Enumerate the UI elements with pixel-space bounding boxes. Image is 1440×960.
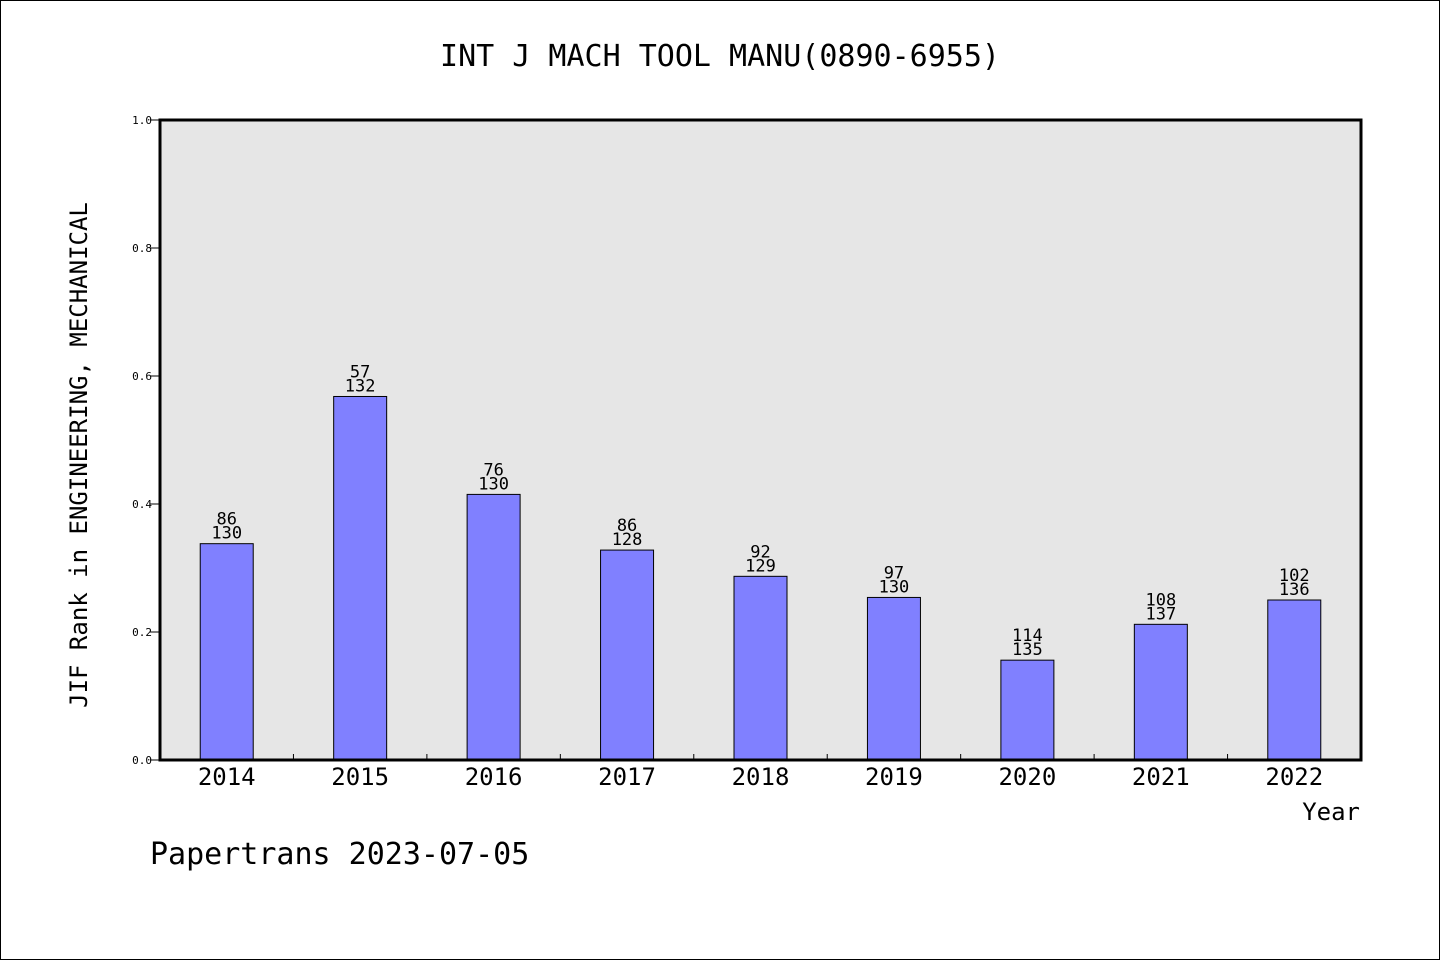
bar-2015 <box>333 395 388 761</box>
y-tick-label: 0.4 <box>132 498 152 511</box>
bar-rank-label: 108 <box>1145 590 1176 610</box>
bar-total-label: 129 <box>745 556 776 576</box>
x-tick-label: 2016 <box>465 763 523 791</box>
bar-total-label: 137 <box>1145 604 1176 624</box>
bar-rank-label: 86 <box>216 510 236 530</box>
x-tick-label: 2022 <box>1265 763 1323 791</box>
y-tick-label: 1.0 <box>132 114 152 127</box>
x-tick-label: 2018 <box>732 763 790 791</box>
bar-2018 <box>733 575 788 761</box>
y-axis: 0.0 0.2 0.4 0.6 0.8 1.0 <box>132 114 160 767</box>
bar-rank-label: 76 <box>483 460 503 480</box>
y-axis-title: JIF Rank in ENGINEERING, MECHANICAL <box>65 202 93 708</box>
x-tick-label: 2017 <box>598 763 656 791</box>
bar-total-label: 136 <box>1279 580 1310 600</box>
x-tick-label: 2014 <box>198 763 256 791</box>
x-axis-title: Year <box>1302 798 1360 826</box>
bar-total-label: 128 <box>612 530 643 550</box>
bar-2016 <box>466 493 521 761</box>
footer-credit: Papertrans 2023-07-05 <box>150 837 529 872</box>
bar-rank-label: 114 <box>1012 626 1043 646</box>
bar-rank-label: 86 <box>617 516 637 536</box>
y-tick-label: 0.0 <box>132 754 152 767</box>
x-tick-label: 2019 <box>865 763 923 791</box>
bar-total-label: 135 <box>1012 640 1043 660</box>
x-tick-label: 2015 <box>331 763 389 791</box>
bar-total-label: 132 <box>345 376 376 396</box>
y-tick-label: 0.6 <box>132 370 152 383</box>
bar-rank-label: 92 <box>750 542 770 562</box>
y-tick-label: 0.8 <box>132 242 152 255</box>
bar-2022 <box>1267 599 1322 761</box>
bar-rank-label: 102 <box>1279 566 1310 586</box>
bar-total-label: 130 <box>211 524 242 544</box>
x-axis: 2014 2015 2016 2017 2018 2019 2020 2021 2022 <box>198 754 1323 791</box>
bar-2019 <box>866 596 921 761</box>
x-tick-label: 2021 <box>1132 763 1190 791</box>
bar-2017 <box>600 549 655 761</box>
bar-rank-label: 97 <box>884 563 904 583</box>
bar-total-label: 130 <box>879 577 910 597</box>
bar-2020 <box>1000 659 1055 761</box>
bar-rank-label: 57 <box>350 362 370 382</box>
plot-border <box>158 118 1363 762</box>
x-tick-label: 2020 <box>998 763 1056 791</box>
bar-2021 <box>1133 623 1188 761</box>
bar-2014 <box>199 543 254 761</box>
bar-total-label: 130 <box>478 474 509 494</box>
chart-title: INT J MACH TOOL MANU(0890-6955) <box>440 39 1000 74</box>
y-tick-label: 0.2 <box>132 626 152 639</box>
